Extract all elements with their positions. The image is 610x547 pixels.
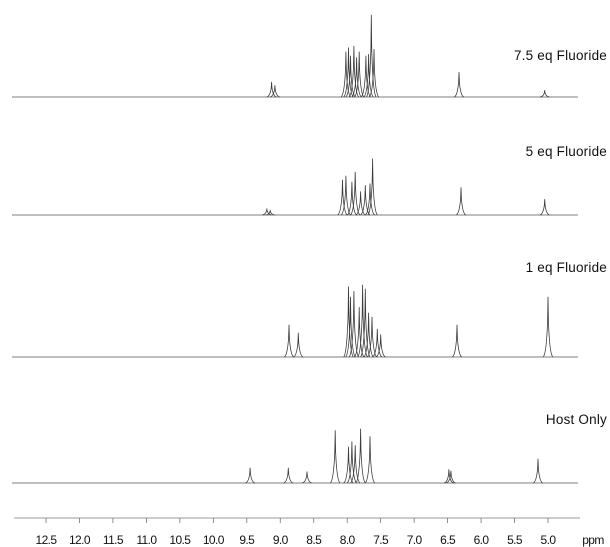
nmr-peak	[346, 441, 357, 484]
x-tick-label: 12.5	[36, 533, 58, 547]
nmr-peak	[532, 458, 544, 484]
x-tick-label: 7.0	[407, 533, 423, 547]
nmr-peak	[351, 57, 362, 98]
x-tick-label: 5.5	[507, 533, 523, 547]
nmr-peak	[364, 183, 376, 216]
spectrum-label-1-eq: 1 eq Fluoride	[526, 260, 607, 275]
nmr-peak	[337, 179, 348, 216]
spectrum-2	[12, 158, 578, 216]
nmr-peak	[360, 288, 371, 358]
x-tick-label: 7.5	[373, 533, 389, 547]
nmr-peak	[367, 158, 378, 216]
spectrum-1	[12, 14, 578, 98]
nmr-peak	[262, 208, 272, 216]
x-tick-label: 11.0	[136, 533, 157, 547]
spectrum-label-5-eq: 5 eq Fluoride	[526, 144, 607, 159]
x-tick-label: 6.5	[440, 533, 456, 547]
nmr-peak	[293, 332, 304, 358]
nmr-peak	[340, 175, 351, 216]
nmr-peak	[451, 324, 463, 358]
spectrum-label-host-only: Host Only	[546, 412, 607, 427]
nmr-peak	[360, 55, 371, 98]
nmr-peak	[283, 324, 295, 358]
nmr-peak	[354, 51, 365, 98]
x-tick-label: 6.0	[474, 533, 490, 547]
x-tick-label: 10.5	[169, 533, 191, 547]
nmr-peak	[355, 191, 366, 216]
nmr-peak	[340, 51, 352, 98]
nmr-peak	[360, 185, 371, 216]
nmr-peak	[455, 187, 467, 216]
x-tick-label: 8.5	[306, 533, 322, 547]
nmr-peak	[453, 72, 465, 98]
nmr-peak	[355, 428, 366, 484]
x-tick-label: 8.0	[340, 533, 356, 547]
nmr-peak	[350, 445, 361, 484]
nmr-peak	[283, 467, 294, 484]
nmr-peak	[265, 209, 276, 216]
nmr-peak	[539, 90, 550, 98]
spectrum-4	[12, 428, 578, 484]
x-tick-label: 12.0	[69, 533, 91, 547]
nmr-peak	[343, 446, 354, 484]
nmr-peak	[366, 14, 377, 98]
nmr-peak	[266, 81, 277, 98]
nmr-peak	[363, 54, 374, 98]
spectrum-label-7-5-eq: 7.5 eq Fluoride	[514, 48, 607, 63]
x-tick-label: 11.5	[103, 533, 124, 547]
x-axis: 12.5 12.0 11.5 11.0 10.5 10.0 9.5 9.0 8.5 8.0 7.5 7…	[14, 517, 605, 547]
nmr-peak	[345, 296, 356, 358]
nmr-peak	[363, 312, 374, 358]
spectrum-3	[12, 284, 578, 358]
nmr-peak	[269, 85, 280, 98]
nmr-peak	[330, 430, 341, 484]
nmr-peak	[346, 181, 357, 216]
nmr-peak	[445, 470, 456, 484]
nmr-peak	[368, 49, 380, 98]
nmr-peak	[302, 471, 312, 484]
nmr-peak	[375, 334, 386, 358]
nmr-peak	[443, 469, 454, 484]
nmr-peak	[357, 284, 368, 358]
x-tick-label: 10.0	[203, 533, 225, 547]
nmr-peak	[542, 296, 554, 358]
nmr-peak	[245, 467, 256, 484]
nmr-peak	[372, 328, 383, 358]
nmr-peak	[343, 47, 354, 98]
nmr-peak	[364, 436, 376, 484]
nmr-peak	[539, 199, 550, 216]
x-tick-label: 9.0	[273, 533, 289, 547]
x-axis-unit-label: ppm	[582, 533, 604, 547]
x-tick-label: 9.5	[239, 533, 255, 547]
x-tick-label: 5.0	[541, 533, 557, 547]
